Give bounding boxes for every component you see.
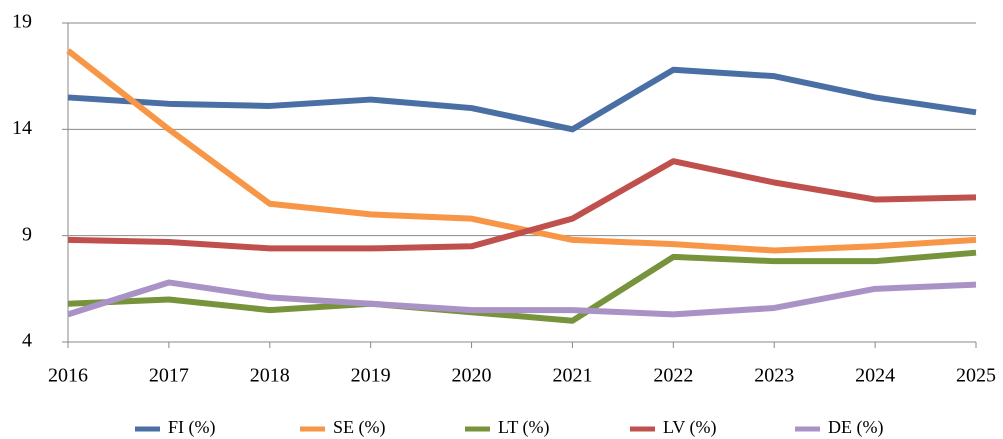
legend-label: FI (%) [168, 417, 216, 438]
x-tick-label: 2020 [452, 365, 492, 387]
y-tick-label: 4 [22, 330, 32, 352]
series-line [67, 279, 977, 318]
y-tick-label: 9 [22, 223, 32, 245]
x-tick-label: 2017 [149, 365, 189, 387]
y-tick-label: 19 [12, 11, 32, 33]
series-line [67, 158, 977, 252]
legend-label: DE (%) [828, 417, 883, 438]
x-tick-label: 2019 [351, 365, 391, 387]
series-line [67, 249, 977, 324]
legend-label: LT (%) [498, 417, 550, 438]
y-tick-label: 14 [12, 117, 32, 139]
series-line [66, 48, 977, 254]
series-line [67, 66, 977, 133]
legend-label: LV (%) [663, 417, 717, 438]
x-tick-label: 2016 [48, 365, 88, 387]
x-tick-label: 2025 [956, 365, 996, 387]
x-tick-label: 2018 [250, 365, 290, 387]
x-tick-label: 2023 [754, 365, 794, 387]
legend: FI (%) SE (%) LT (%) LV (%) DE (%) [135, 417, 883, 438]
x-tick-label: 2024 [855, 365, 895, 387]
x-tick-label: 2022 [653, 365, 693, 387]
legend-label: SE (%) [333, 417, 386, 438]
x-tick-label: 2021 [552, 365, 592, 387]
